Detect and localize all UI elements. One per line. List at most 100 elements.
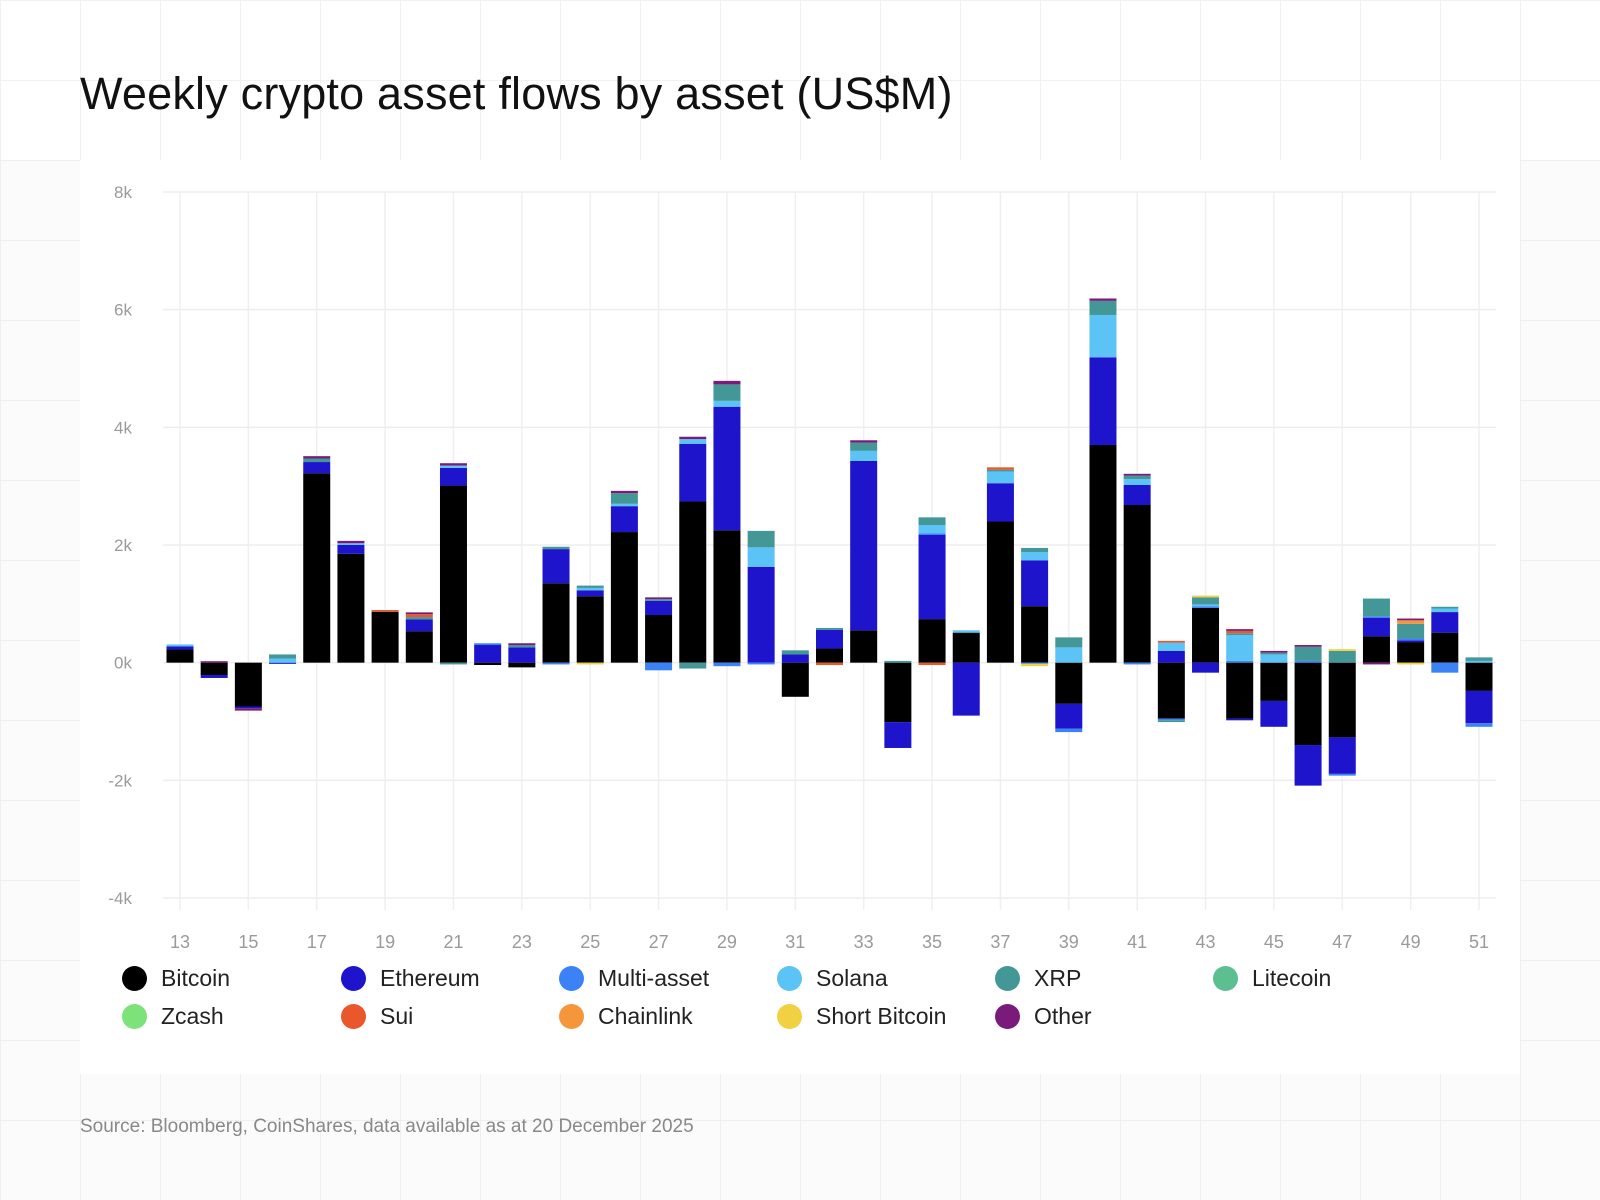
bar-segment-solana: [679, 439, 707, 444]
bar-segment-bitcoin: [1157, 662, 1185, 719]
bar-segment-sui: [1157, 640, 1185, 643]
bar-segment-xrp: [645, 599, 673, 601]
bar-segment-ethereum: [1362, 617, 1390, 637]
bar-segment-other: [337, 540, 365, 544]
bar-segment-ethereum: [1465, 690, 1493, 724]
bar-segment-ethereum: [1089, 357, 1117, 445]
legend-label: XRP: [1034, 965, 1082, 991]
bar-segment-ethereum: [1328, 737, 1356, 774]
bar-segment-xrp: [1431, 606, 1459, 609]
legend-label: Zcash: [161, 1003, 224, 1029]
bar-segment-bitcoin: [405, 631, 433, 663]
legend-swatch: [995, 966, 1020, 991]
bar-segment-bitcoin: [1055, 662, 1083, 704]
bar-segment-solana: [166, 644, 194, 647]
bar-segment-xrp: [1465, 657, 1493, 661]
bar-segment-xrp: [1362, 598, 1390, 617]
x-tick-label: 37: [990, 932, 1010, 952]
legend-item: Zcash: [122, 1003, 224, 1030]
legend-item: Other: [995, 1003, 1092, 1030]
bar-segment-solana: [1431, 608, 1459, 613]
bar-segment-short-bitcoin: [1192, 595, 1220, 598]
y-tick-label: 2k: [114, 536, 132, 555]
bar-segment-other: [679, 436, 707, 440]
bar-segment-other: [200, 661, 228, 663]
bar-segment-solana: [1157, 642, 1185, 651]
bar-segment-bitcoin: [439, 485, 467, 663]
bar-segment-xrp: [610, 493, 638, 504]
bar-segment-ethereum: [166, 646, 194, 650]
bar-segment-ethereum: [816, 629, 843, 649]
bar-segment-multi-asset: [1465, 723, 1493, 727]
bar-segment-ethereum: [439, 467, 467, 486]
x-tick-label: 19: [375, 932, 395, 952]
bar-segment-other: [439, 463, 467, 466]
bar-segment-other: [1089, 298, 1117, 301]
bar-segment-solana: [269, 658, 297, 663]
bar-segment-solana: [1465, 660, 1493, 663]
bar-segment-bitcoin: [1328, 662, 1356, 738]
x-tick-label: 31: [785, 932, 805, 952]
bar-segment-bitcoin: [1431, 632, 1459, 663]
bar-segment-solana: [986, 471, 1014, 484]
bar-segment-ethereum: [679, 443, 707, 502]
bar-segment-bitcoin: [1021, 606, 1049, 663]
bar-segment-xrp: [269, 654, 297, 659]
bar-segment-xrp: [439, 662, 467, 665]
bar-segment-ethereum: [884, 722, 912, 748]
bar-segment-solana: [918, 524, 946, 534]
bar-segment-bitcoin: [679, 501, 707, 663]
bar-segment-solana: [952, 630, 980, 633]
bar-segment-ethereum: [234, 706, 262, 709]
legend-swatch: [559, 1004, 584, 1029]
bar-segment-ethereum: [1021, 560, 1049, 607]
bar-segment-bitcoin: [234, 662, 262, 707]
bar-segment-bitcoin: [1192, 607, 1220, 663]
legend-item: XRP: [995, 965, 1081, 992]
x-tick-label: 49: [1401, 932, 1421, 952]
legend-swatch: [995, 1004, 1020, 1029]
bar-segment-other: [713, 380, 741, 385]
bar-segment-short-bitcoin: [1397, 662, 1425, 665]
bar-segment-xrp: [816, 627, 843, 630]
bar-segment-solana: [576, 587, 604, 591]
bar-segment-bitcoin: [1294, 662, 1322, 746]
bar-segment-solana: [1123, 479, 1151, 485]
bar-segment-ethereum: [1226, 718, 1254, 721]
header: Weekly crypto asset flows by asset (US$M…: [0, 0, 1600, 160]
bar-segment-bitcoin: [610, 532, 638, 663]
bar-segment-multi-asset: [1192, 606, 1220, 608]
bar-segment-other: [1294, 645, 1322, 647]
bar-segment-xrp: [679, 662, 707, 669]
bar-segment-other: [610, 490, 638, 494]
bar-segment-ethereum: [986, 483, 1014, 522]
legend-item: Solana: [777, 965, 888, 992]
bar-segment-solana: [713, 400, 741, 407]
x-tick-label: 39: [1059, 932, 1079, 952]
bar-segment-bitcoin: [371, 611, 399, 663]
bar-segment-ethereum: [1431, 612, 1459, 633]
bar-segment-ethereum: [850, 460, 878, 631]
bar-segment-short-bitcoin: [1328, 649, 1356, 651]
bar-segment-ethereum: [781, 654, 809, 663]
bar-segment-bitcoin: [713, 530, 741, 663]
y-tick-label: 8k: [114, 183, 132, 202]
legend-label: Other: [1034, 1003, 1092, 1029]
bar-segment-sui: [371, 610, 399, 612]
bar-segment-xrp: [850, 442, 878, 451]
legend-item: Chainlink: [559, 1003, 693, 1030]
y-tick-label: -2k: [108, 771, 132, 790]
bar-segment-other: [1226, 629, 1254, 631]
bar-segment-ethereum: [610, 506, 638, 533]
y-tick-label: 0k: [114, 654, 132, 673]
legend-item: Short Bitcoin: [777, 1003, 946, 1030]
bar-segment-xrp: [1294, 646, 1322, 661]
bar-segment-ethereum: [1397, 640, 1425, 643]
bar-segment-other: [850, 440, 878, 443]
legend-label: Sui: [380, 1003, 414, 1029]
legend-swatch: [559, 966, 584, 991]
legend-label: Ethereum: [380, 965, 480, 991]
bar-segment-ethereum: [1260, 700, 1288, 727]
legend-item: Bitcoin: [122, 965, 230, 992]
bar-segment-xrp: [1021, 547, 1049, 553]
